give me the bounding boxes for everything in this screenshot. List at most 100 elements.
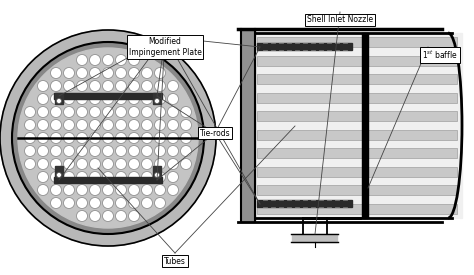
Circle shape	[25, 120, 36, 131]
Circle shape	[155, 120, 165, 131]
Circle shape	[90, 172, 100, 183]
Circle shape	[12, 42, 204, 234]
Circle shape	[116, 120, 127, 131]
Circle shape	[116, 185, 127, 196]
Circle shape	[51, 67, 62, 78]
Circle shape	[64, 172, 74, 183]
Circle shape	[116, 172, 127, 183]
Circle shape	[102, 172, 113, 183]
Bar	[255, 33, 462, 218]
Circle shape	[90, 197, 100, 208]
Circle shape	[142, 81, 153, 92]
Circle shape	[76, 197, 88, 208]
Circle shape	[155, 172, 165, 183]
Circle shape	[64, 158, 74, 169]
Circle shape	[102, 67, 113, 78]
Circle shape	[51, 120, 62, 131]
Circle shape	[102, 94, 113, 104]
Circle shape	[90, 185, 100, 196]
Circle shape	[128, 210, 139, 221]
Circle shape	[90, 67, 100, 78]
Circle shape	[102, 185, 113, 196]
Circle shape	[37, 133, 48, 144]
Circle shape	[51, 145, 62, 156]
Bar	[55, 166, 63, 177]
Circle shape	[76, 94, 88, 104]
Circle shape	[167, 81, 179, 92]
Circle shape	[37, 158, 48, 169]
Circle shape	[51, 81, 62, 92]
Circle shape	[167, 145, 179, 156]
Circle shape	[116, 94, 127, 104]
Circle shape	[102, 54, 113, 65]
Circle shape	[155, 185, 165, 196]
Circle shape	[90, 81, 100, 92]
Circle shape	[56, 98, 62, 103]
Circle shape	[181, 133, 191, 144]
Circle shape	[37, 106, 48, 117]
Bar	[257, 200, 352, 207]
Bar	[257, 204, 457, 214]
Circle shape	[142, 197, 153, 208]
Circle shape	[128, 106, 139, 117]
Circle shape	[51, 158, 62, 169]
Circle shape	[51, 172, 62, 183]
Circle shape	[155, 94, 165, 104]
Bar	[257, 148, 457, 158]
Circle shape	[142, 172, 153, 183]
Circle shape	[51, 106, 62, 117]
Bar	[257, 37, 457, 47]
Circle shape	[76, 185, 88, 196]
Circle shape	[102, 210, 113, 221]
Bar	[257, 185, 457, 195]
Circle shape	[167, 133, 179, 144]
Bar	[257, 130, 457, 140]
Circle shape	[37, 145, 48, 156]
Circle shape	[181, 106, 191, 117]
Circle shape	[128, 94, 139, 104]
Bar	[153, 93, 161, 104]
Bar	[241, 29, 255, 222]
Circle shape	[155, 158, 165, 169]
Bar	[257, 56, 457, 66]
Bar	[54, 177, 162, 183]
Circle shape	[25, 145, 36, 156]
Circle shape	[155, 81, 165, 92]
Circle shape	[142, 106, 153, 117]
Bar	[55, 93, 63, 104]
Circle shape	[90, 133, 100, 144]
Circle shape	[155, 106, 165, 117]
Circle shape	[37, 120, 48, 131]
Circle shape	[155, 197, 165, 208]
Bar	[257, 93, 457, 103]
Circle shape	[155, 98, 159, 103]
Circle shape	[90, 54, 100, 65]
Circle shape	[167, 120, 179, 131]
Circle shape	[76, 106, 88, 117]
Circle shape	[167, 94, 179, 104]
Text: Tubes: Tubes	[164, 257, 186, 265]
Bar	[257, 111, 457, 121]
Circle shape	[167, 172, 179, 183]
Bar	[54, 93, 162, 99]
Circle shape	[116, 67, 127, 78]
Circle shape	[128, 120, 139, 131]
Circle shape	[51, 94, 62, 104]
Circle shape	[25, 106, 36, 117]
Circle shape	[155, 133, 165, 144]
Circle shape	[128, 133, 139, 144]
Circle shape	[37, 185, 48, 196]
Circle shape	[142, 120, 153, 131]
Circle shape	[64, 120, 74, 131]
Circle shape	[116, 158, 127, 169]
Circle shape	[128, 185, 139, 196]
Bar	[257, 43, 352, 50]
Circle shape	[64, 67, 74, 78]
Circle shape	[37, 94, 48, 104]
Circle shape	[64, 106, 74, 117]
Circle shape	[181, 120, 191, 131]
Circle shape	[102, 158, 113, 169]
Circle shape	[90, 120, 100, 131]
Circle shape	[142, 145, 153, 156]
Circle shape	[116, 54, 127, 65]
